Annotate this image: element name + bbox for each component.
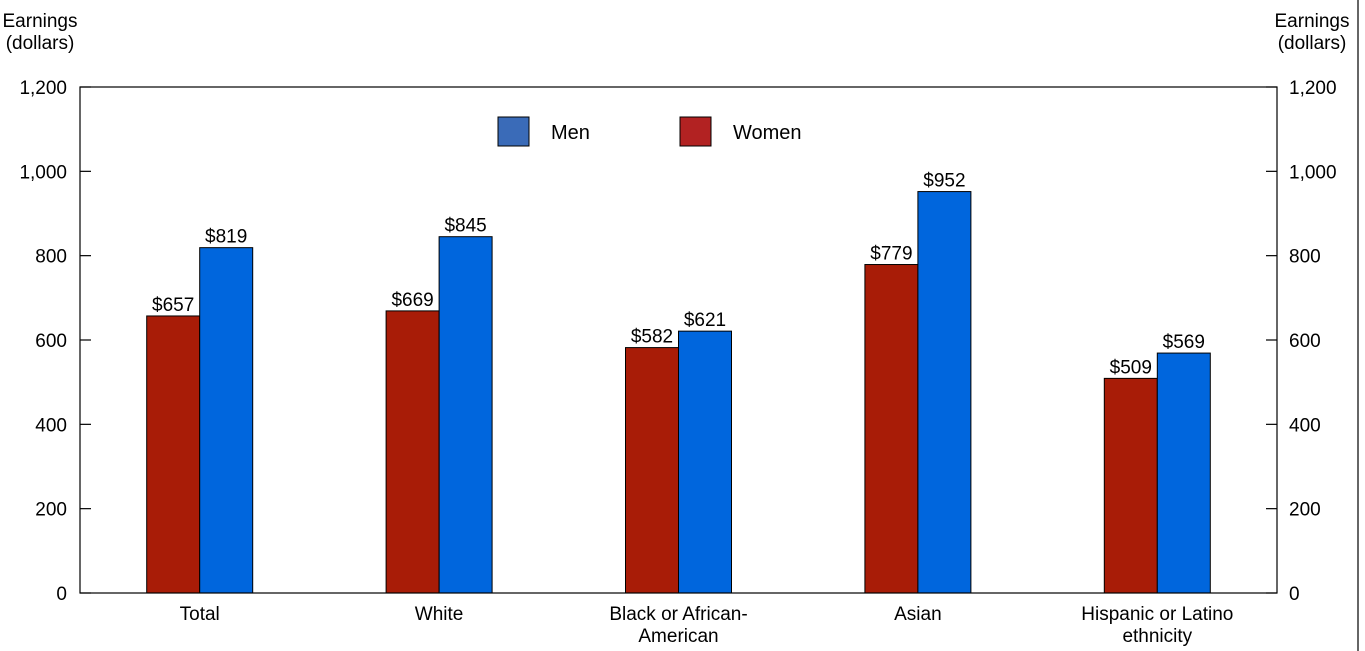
left-y-tick-label: 800 xyxy=(35,247,67,268)
category-labels: Total White Black or African-American Asian… xyxy=(180,604,1234,647)
women-value-label: $509 xyxy=(1110,357,1152,378)
women-bar xyxy=(146,315,201,594)
bars xyxy=(146,191,1211,594)
left-y-tick-label: 200 xyxy=(35,500,67,521)
men-bar xyxy=(917,191,972,594)
women-bar xyxy=(625,347,679,594)
right-y-tick-label: 400 xyxy=(1289,415,1321,436)
right-y-tick-label: 200 xyxy=(1289,500,1321,521)
right-axis-title-line: Earnings xyxy=(1275,11,1350,32)
men-legend-label: Men xyxy=(551,122,590,144)
men-bar xyxy=(678,330,732,594)
y-axis-ticks: 0 0 200 200 400 400 600 600 800 800 1,000 1,000 1,20… xyxy=(19,78,1336,605)
men-value-label: $952 xyxy=(923,171,965,192)
left-axis-title: Earnings(dollars) xyxy=(3,11,78,54)
right-y-tick-label: 0 xyxy=(1289,584,1300,605)
women-value-label: $779 xyxy=(870,244,912,265)
value-labels: $657 $819 $669 $845 $582 $621 $779 $952 $509 $569 xyxy=(152,171,1205,379)
men-bar xyxy=(199,247,254,594)
right-y-tick-label: 600 xyxy=(1289,331,1321,352)
women-value-label: $582 xyxy=(631,327,673,348)
category-label: ethnicity xyxy=(1122,626,1192,647)
left-y-tick-label: 0 xyxy=(56,584,67,605)
men-bar xyxy=(438,236,493,594)
legend: Men Women xyxy=(497,116,802,147)
women-legend-label: Women xyxy=(733,122,802,144)
right-y-tick-label: 1,000 xyxy=(1289,162,1337,183)
women-bar xyxy=(385,310,440,594)
women-legend-swatch xyxy=(679,116,712,147)
category-label: Black or African- xyxy=(609,604,747,625)
left-y-tick-label: 400 xyxy=(35,415,67,436)
right-y-tick-label: 800 xyxy=(1289,247,1321,268)
category-label: Asian xyxy=(894,604,942,625)
left-y-tick-label: 1,000 xyxy=(19,162,67,183)
right-axis-title: Earnings(dollars) xyxy=(1275,11,1350,54)
men-value-label: $819 xyxy=(205,227,247,248)
men-value-label: $621 xyxy=(684,310,726,331)
left-axis-title-line: Earnings xyxy=(3,11,78,32)
women-value-label: $669 xyxy=(391,290,433,311)
category-label: White xyxy=(415,604,464,625)
right-y-tick-label: 1,200 xyxy=(1289,78,1337,99)
category-label: Hispanic or Latino xyxy=(1081,604,1233,625)
women-bar xyxy=(1103,377,1158,594)
category-label: American xyxy=(638,626,718,647)
left-y-tick-label: 1,200 xyxy=(19,78,67,99)
men-value-label: $569 xyxy=(1163,332,1205,353)
women-bar xyxy=(864,264,919,594)
left-axis-title-line: (dollars) xyxy=(6,33,75,54)
men-bar xyxy=(1156,352,1211,594)
men-legend-swatch xyxy=(497,116,530,147)
women-value-label: $657 xyxy=(152,295,194,316)
category-label: Total xyxy=(180,604,220,625)
plot-frame xyxy=(79,86,1278,594)
left-y-tick-label: 600 xyxy=(35,331,67,352)
men-value-label: $845 xyxy=(444,216,486,237)
right-axis-title-line: (dollars) xyxy=(1278,33,1347,54)
